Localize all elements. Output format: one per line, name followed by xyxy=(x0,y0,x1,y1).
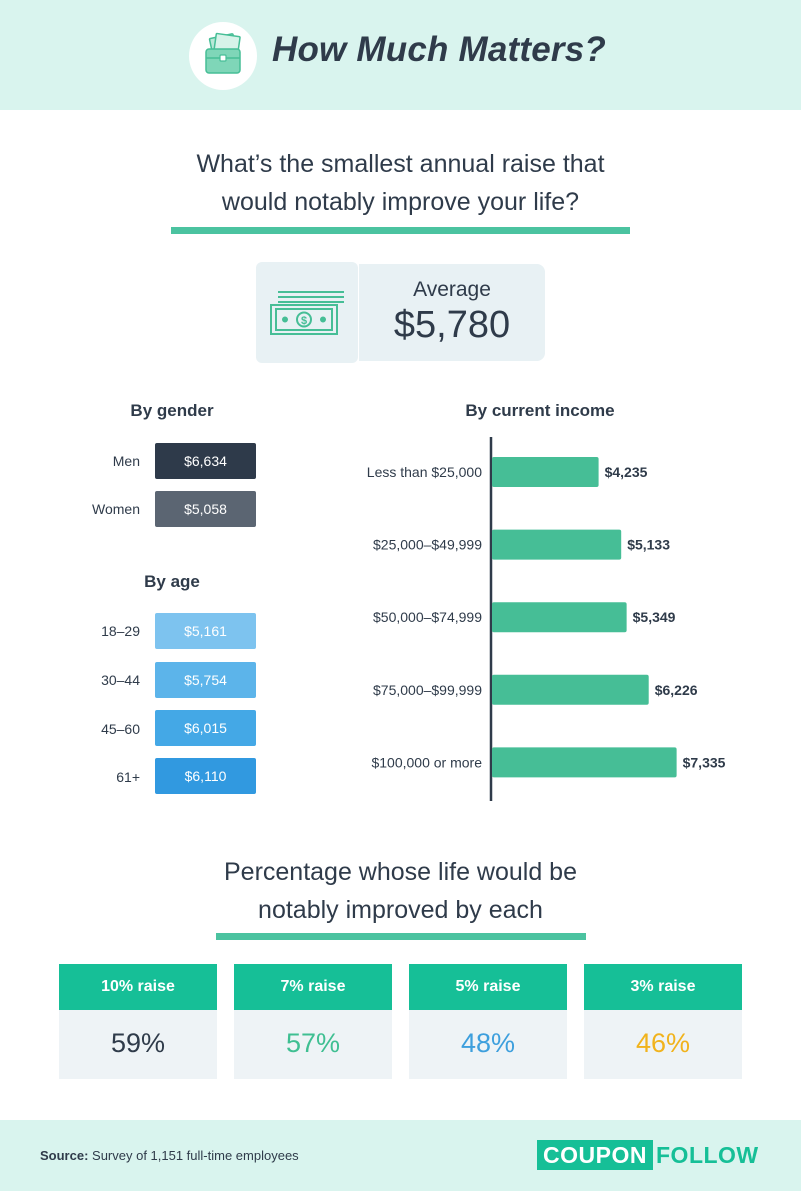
gender-label-women: Women xyxy=(92,501,140,517)
age-heading: By age xyxy=(144,572,200,591)
source-note: Source: Survey of 1,151 full-time employ… xyxy=(40,1148,299,1163)
percentage-line-2: notably improved by each xyxy=(258,896,543,924)
logo-coupon: COUPON xyxy=(537,1140,653,1170)
raise-card-label: 7% raise xyxy=(234,964,392,1010)
age-value-18-29: $5,161 xyxy=(155,613,256,649)
average-value: $5,780 xyxy=(393,304,511,346)
raise-card-5: 5% raise 48% xyxy=(409,964,567,1079)
average-card: Average $5,780 xyxy=(359,264,545,361)
briefcase-money-icon xyxy=(189,22,257,90)
income-value-label: $7,335 xyxy=(683,754,726,770)
gender-value-women: $5,058 xyxy=(155,491,256,527)
raise-card-value: 46% xyxy=(584,1010,742,1079)
age-value-30-44: $5,754 xyxy=(155,662,256,698)
raise-card-7: 7% raise 57% xyxy=(234,964,392,1079)
footer: Source: Survey of 1,151 full-time employ… xyxy=(0,1120,801,1191)
raise-card-label: 3% raise xyxy=(584,964,742,1010)
money-bills-icon: $ xyxy=(270,291,344,335)
header-banner: How Much Matters? xyxy=(0,0,801,110)
income-bar xyxy=(492,529,622,560)
age-label-30-44: 30–44 xyxy=(101,672,140,688)
age-label-45-60: 45–60 xyxy=(101,721,140,737)
source-text: Survey of 1,151 full-time employees xyxy=(88,1148,299,1163)
question-line-1: What’s the smallest annual raise that xyxy=(196,150,605,178)
income-bar xyxy=(492,602,627,633)
question-heading: What’s the smallest annual raise that wo… xyxy=(0,145,801,221)
average-icon-box: $ xyxy=(256,262,358,363)
income-bar xyxy=(492,747,677,778)
income-value-label: $4,235 xyxy=(605,464,648,480)
percentage-underline xyxy=(216,933,586,940)
logo-follow: FOLLOW xyxy=(656,1142,759,1168)
source-label: Source: xyxy=(40,1148,89,1163)
raise-card-label: 10% raise xyxy=(59,964,217,1010)
average-label: Average xyxy=(413,278,491,301)
age-value-61-plus: $6,110 xyxy=(155,758,256,794)
income-category-label: $50,000–$74,999 xyxy=(373,609,482,625)
svg-text:$: $ xyxy=(301,315,307,327)
raise-card-value: 57% xyxy=(234,1010,392,1079)
page-title: How Much Matters? xyxy=(272,30,606,69)
income-category-label: $25,000–$49,999 xyxy=(373,537,482,553)
income-category-label: Less than $25,000 xyxy=(367,464,482,480)
raise-card-3: 3% raise 46% xyxy=(584,964,742,1079)
age-label-61-plus: 61+ xyxy=(116,769,140,785)
percentage-heading: Percentage whose life would be notably i… xyxy=(0,853,801,929)
raise-card-value: 59% xyxy=(59,1010,217,1079)
age-label-18-29: 18–29 xyxy=(101,623,140,639)
income-chart-title: By current income xyxy=(465,401,615,420)
gender-label-men: Men xyxy=(112,453,140,469)
raise-card-value: 48% xyxy=(409,1010,567,1079)
gender-heading: By gender xyxy=(130,401,214,420)
percentage-line-1: Percentage whose life would be xyxy=(223,858,577,886)
income-value-label: $5,133 xyxy=(627,537,670,553)
gender-value-men: $6,634 xyxy=(155,443,256,479)
question-underline xyxy=(171,227,630,234)
income-value-label: $5,349 xyxy=(633,609,676,625)
income-category-label: $100,000 or more xyxy=(371,754,482,770)
raise-card-label: 5% raise xyxy=(409,964,567,1010)
income-value-label: $6,226 xyxy=(655,682,698,698)
income-bar xyxy=(492,457,599,487)
age-value-45-60: $6,015 xyxy=(155,710,256,746)
question-line-2: would notably improve your life? xyxy=(221,188,580,216)
income-category-label: $75,000–$99,999 xyxy=(373,682,482,698)
income-bar-chart: Less than $25,000 $4,235 $25,000–$49,999 $5… xyxy=(367,437,726,801)
income-bar xyxy=(492,674,649,705)
raise-card-10: 10% raise 59% xyxy=(59,964,217,1079)
